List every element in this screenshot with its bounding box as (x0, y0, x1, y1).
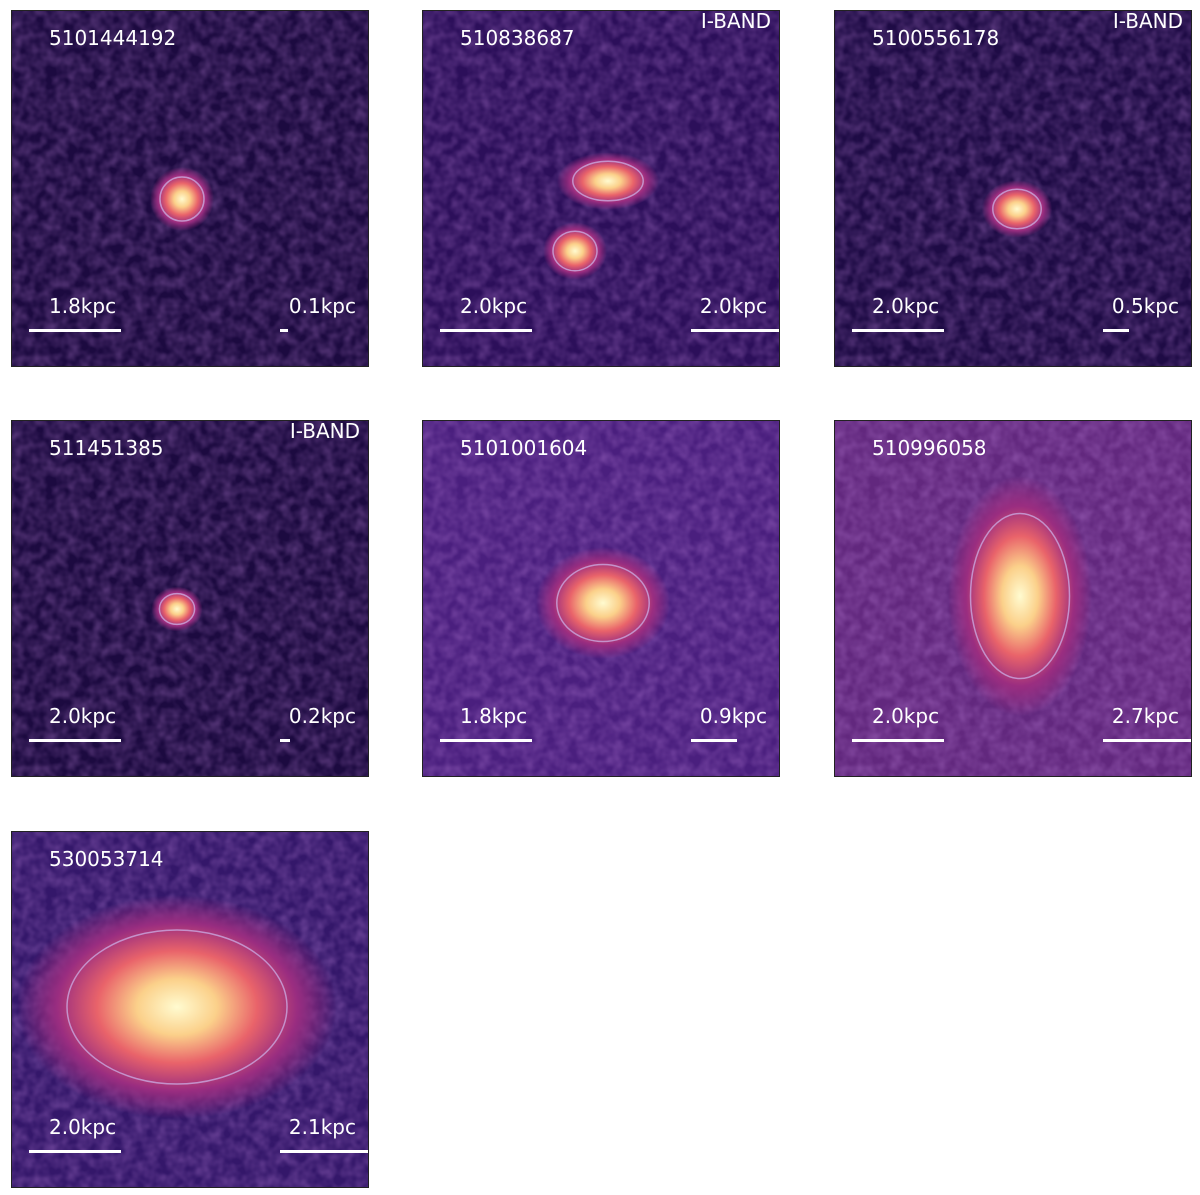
contour (66, 929, 288, 1085)
contour (556, 563, 650, 643)
galaxy-glow (948, 476, 1092, 716)
scale-bar-left (440, 329, 532, 332)
object-id: 5101001604 (460, 436, 588, 460)
scale-label-right: 0.1kpc (288, 294, 356, 318)
scale-label-left: 2.0kpc (872, 704, 940, 728)
object-id: 510996058 (872, 436, 987, 460)
galaxy-image (835, 421, 1191, 776)
object-id: 511451385 (49, 436, 164, 460)
scale-label-right: 2.1kpc (288, 1115, 356, 1139)
scale-bar-right (1103, 739, 1191, 742)
scale-label-left: 2.0kpc (872, 294, 940, 318)
image-panel: 530053714 2.0kpc 2.1kpc (11, 831, 369, 1188)
contour (969, 512, 1071, 680)
scale-bar-right (691, 329, 779, 332)
object-id: 5101444192 (49, 26, 177, 50)
band-label: I-BAND (289, 420, 360, 443)
scale-bar-left (29, 329, 121, 332)
scale-bar-left (29, 1150, 121, 1153)
image-panel: 510996058 2.0kpc 2.7kpc (834, 420, 1192, 777)
object-id: 530053714 (49, 847, 164, 871)
scale-bar-right (691, 739, 737, 742)
scale-bar-left (29, 739, 121, 742)
scale-bar-right (280, 329, 288, 332)
galaxy-image (12, 421, 368, 776)
galaxy-image (12, 11, 368, 366)
galaxy-image (423, 11, 779, 366)
image-panel: 510838687 I-BAND 2.0kpc 2.0kpc (422, 10, 780, 367)
image-panel: 5101001604 1.8kpc 0.9kpc (422, 420, 780, 777)
image-panel: 511451385 I-BAND 2.0kpc 0.2kpc (11, 420, 369, 777)
scale-bar-right (280, 739, 290, 742)
scale-label-left: 1.8kpc (49, 294, 117, 318)
scale-label-left: 2.0kpc (49, 1115, 117, 1139)
scale-bar-left (852, 329, 944, 332)
scale-bar-left (852, 739, 944, 742)
scale-bar-left (440, 739, 532, 742)
galaxy-image (12, 832, 368, 1187)
scale-bar-right (280, 1150, 368, 1153)
contour (992, 188, 1042, 230)
galaxy-image (423, 421, 779, 776)
image-panel: 5101444192 1.8kpc 0.1kpc (11, 10, 369, 367)
scale-label-left: 1.8kpc (460, 704, 528, 728)
band-label: I-BAND (1112, 10, 1183, 33)
contour (572, 160, 644, 202)
scale-label-right: 0.5kpc (1111, 294, 1179, 318)
scale-label-left: 2.0kpc (49, 704, 117, 728)
contour (158, 592, 196, 626)
galaxy-glow (17, 895, 337, 1119)
galaxy-glow (535, 547, 671, 659)
contour (159, 176, 205, 222)
scale-label-right: 2.0kpc (699, 294, 767, 318)
scale-label-left: 2.0kpc (460, 294, 528, 318)
scale-bar-right (1103, 329, 1129, 332)
galaxy-image (835, 11, 1191, 366)
scale-label-right: 0.9kpc (699, 704, 767, 728)
object-id: 5100556178 (872, 26, 1000, 50)
scale-label-right: 0.2kpc (288, 704, 356, 728)
object-id: 510838687 (460, 26, 575, 50)
contour (552, 230, 598, 272)
band-label: I-BAND (700, 10, 771, 33)
scale-label-right: 2.7kpc (1111, 704, 1179, 728)
image-panel: 5100556178 I-BAND 2.0kpc 0.5kpc (834, 10, 1192, 367)
